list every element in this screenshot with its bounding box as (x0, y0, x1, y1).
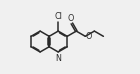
Text: O: O (86, 32, 92, 41)
Text: Cl: Cl (54, 12, 62, 21)
Text: N: N (55, 54, 61, 63)
Text: O: O (68, 14, 74, 22)
